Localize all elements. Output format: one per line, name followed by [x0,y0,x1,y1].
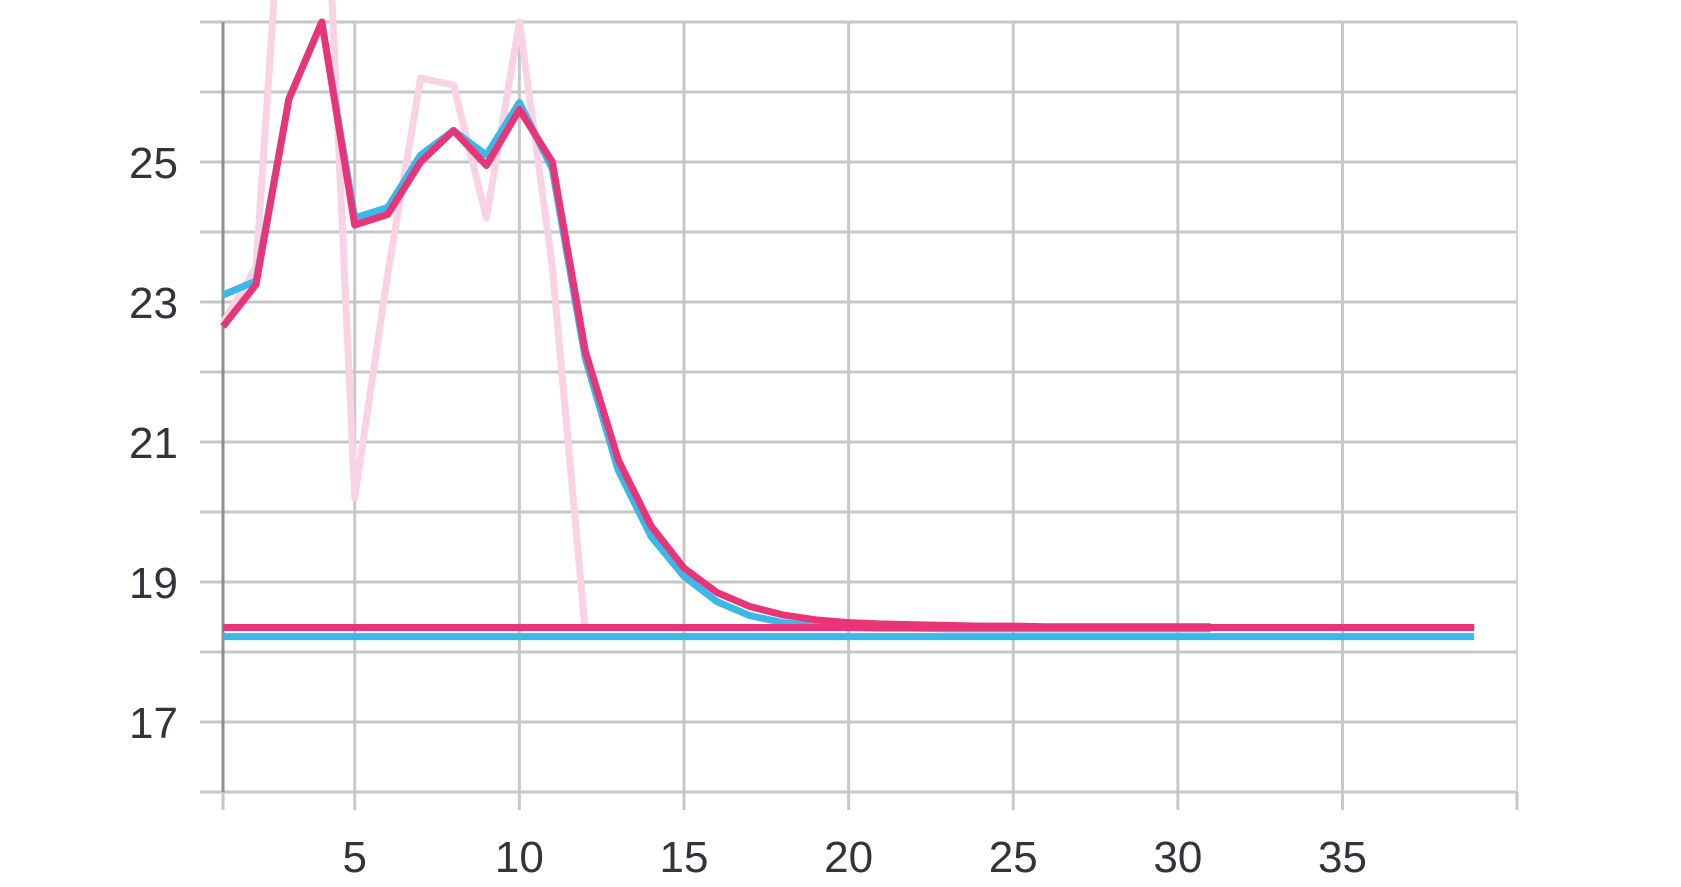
series-line-smoothed-1 [221,18,1211,633]
x-tick-label: 25 [989,833,1038,882]
x-tick-label: 15 [660,833,709,882]
y-tick-label: 17 [129,699,178,748]
y-tick-label: 19 [129,559,178,608]
series-line-raw-0 [219,0,589,632]
series-lines [219,0,1475,641]
x-tick-label: 20 [824,833,873,882]
x-tick-label: 10 [495,833,544,882]
gridlines [200,20,1517,794]
tick-labels: 5 10 15 20 25 30 35 17 19 21 23 25 [129,139,1367,882]
y-tick-label: 21 [129,419,178,468]
y-tick-label: 23 [129,279,178,328]
y-tick-label: 25 [129,139,178,188]
x-tick-label: 35 [1318,833,1367,882]
axes [221,22,1519,810]
x-tick-label: 30 [1153,833,1202,882]
series-line-smoothed-3 [220,18,1211,631]
x-tick-label: 5 [343,833,367,882]
